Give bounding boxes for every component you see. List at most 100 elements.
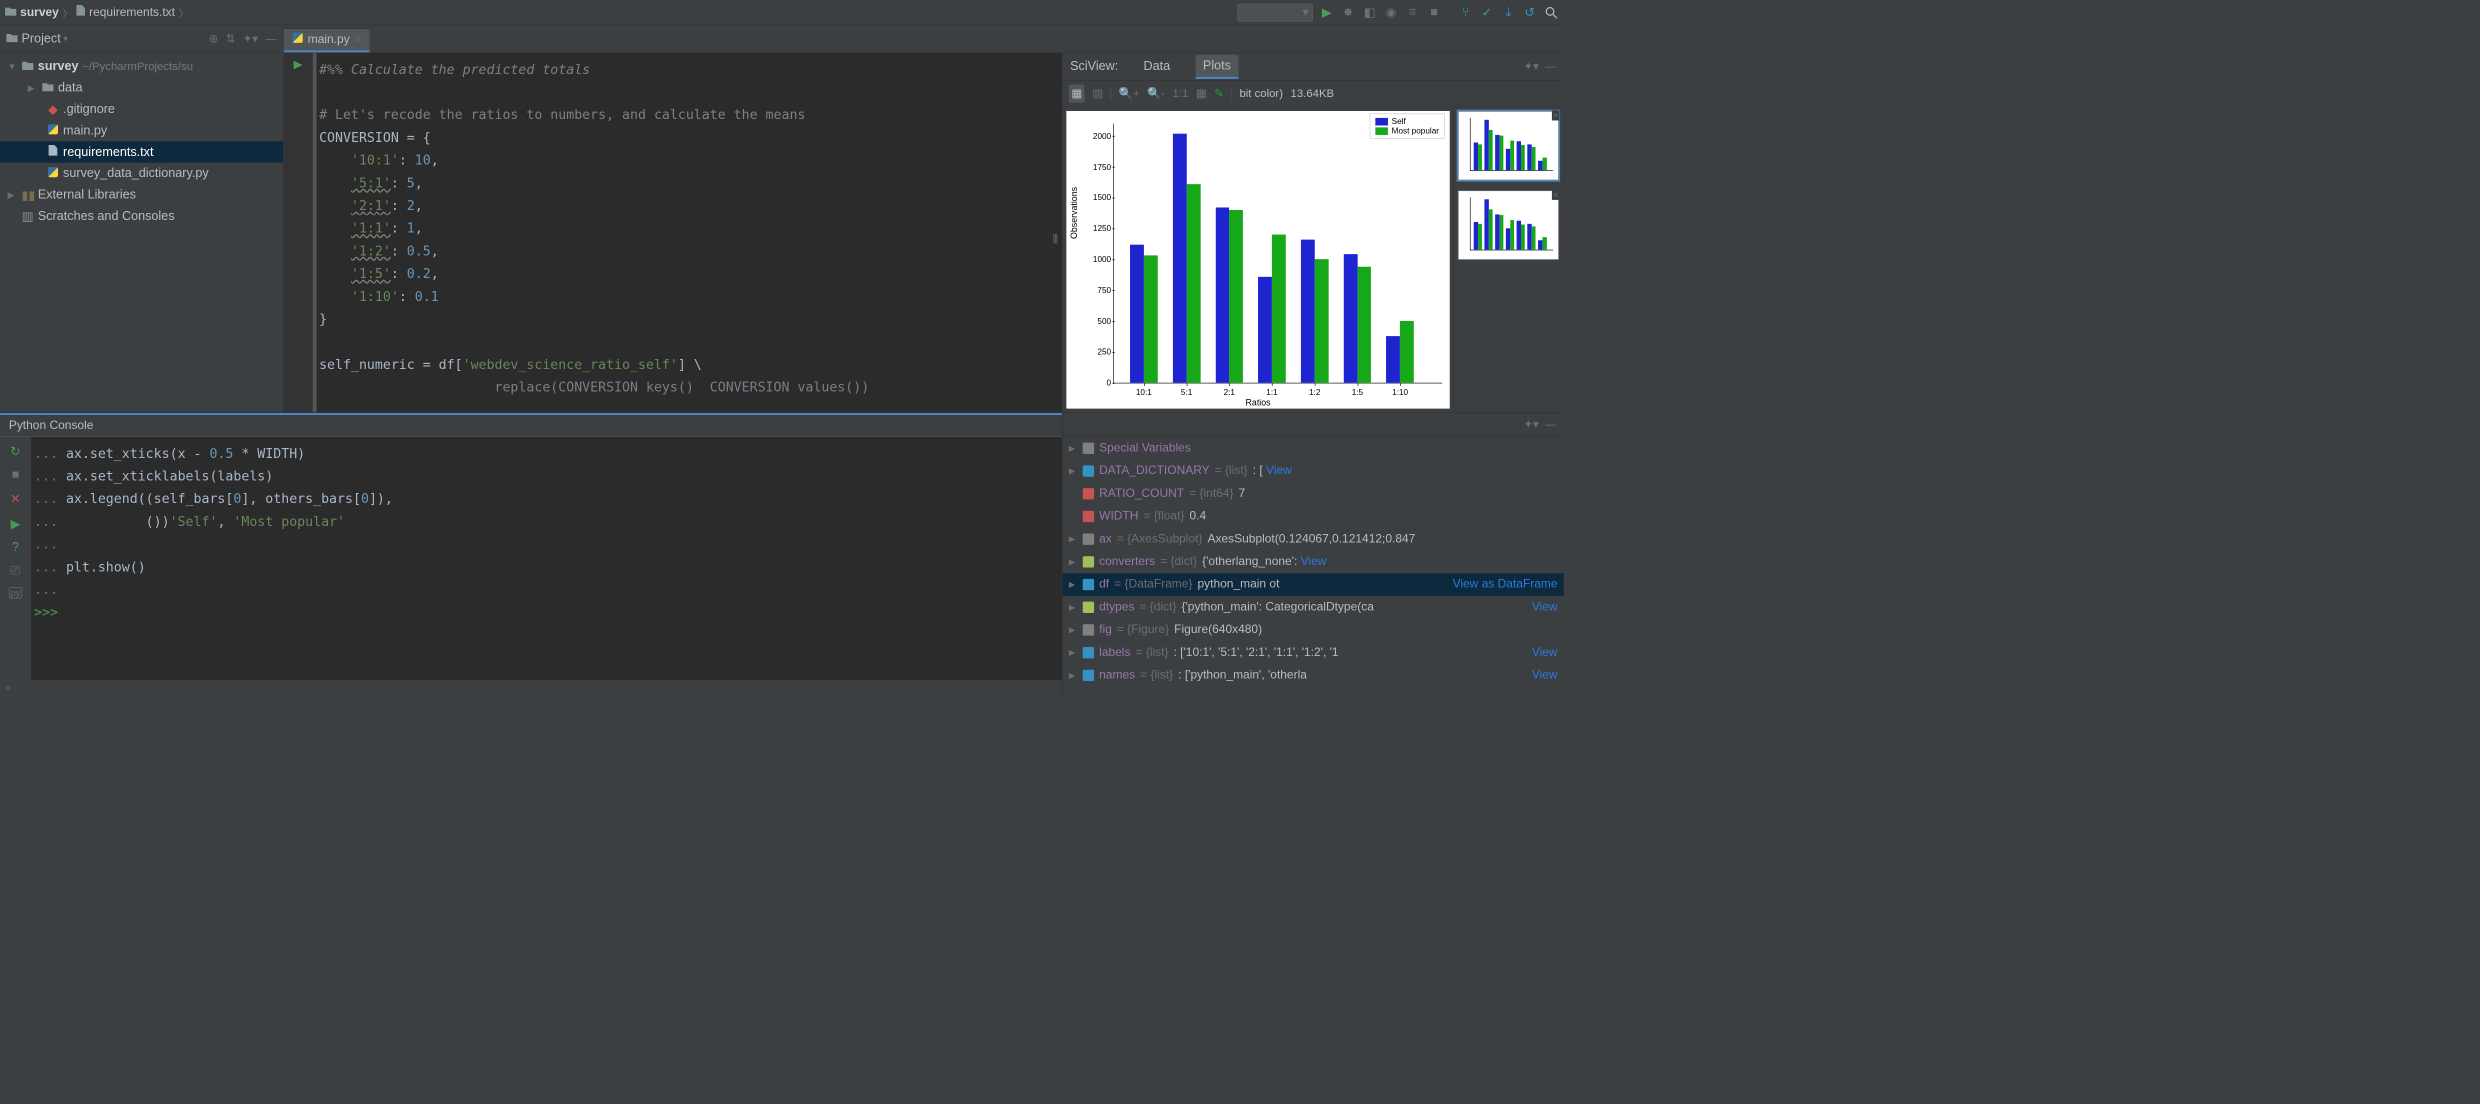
chevron-right-icon[interactable]: ▶: [1069, 602, 1078, 612]
editor[interactable]: ▶ #%% Calculate the predicted totals # L…: [284, 53, 1062, 412]
profile-icon[interactable]: ◉: [1384, 5, 1399, 20]
project-tree[interactable]: ▼ survey ~/PycharmProjects/su ▶ data ◆ .…: [0, 53, 284, 412]
var-row[interactable]: ▶ ax = {AxesSubplot} AxesSubplot(0.12406…: [1063, 528, 1564, 551]
chevron-right-icon[interactable]: ▶: [8, 189, 18, 200]
var-row[interactable]: ▶ df = {DataFrame} python_main ot View a…: [1063, 573, 1564, 596]
execute-icon[interactable]: ▶: [11, 516, 21, 532]
hide-icon[interactable]: —: [1545, 418, 1556, 431]
chevron-right-icon[interactable]: ▶: [28, 82, 38, 93]
hide-icon[interactable]: —: [265, 32, 276, 45]
tree-item-gitignore[interactable]: ◆ .gitignore: [0, 98, 283, 119]
view-link[interactable]: View: [1532, 668, 1564, 682]
var-row[interactable]: WIDTH = {float} 0.4: [1063, 505, 1564, 528]
coverage-icon[interactable]: ◧: [1362, 5, 1377, 20]
tree-external-libs[interactable]: ▶ ▮▮ External Libraries: [0, 184, 283, 205]
view-link[interactable]: View: [1266, 464, 1298, 477]
target-icon[interactable]: ⊕: [209, 32, 219, 45]
console-gutter: ↻ ■ ✕ ▶ ? ⎚ py: [0, 437, 32, 680]
close-icon[interactable]: ×: [1552, 190, 1560, 200]
chevron-right-icon[interactable]: ▶: [1069, 466, 1078, 476]
var-row[interactable]: ▶ labels = {list} : ['10:1', '5:1', '2:1…: [1063, 641, 1564, 664]
expand-icon[interactable]: ⇅: [226, 32, 236, 45]
chevron-down-icon[interactable]: ▾: [63, 33, 67, 44]
stop-icon[interactable]: ■: [1426, 5, 1441, 20]
settings-icon[interactable]: ⎚: [10, 564, 20, 579]
project-tool-header[interactable]: Project ▾ ⊕ ⇅ ✦▾ —: [0, 25, 284, 52]
fit-icon[interactable]: ▦: [1069, 85, 1085, 103]
chevron-right-icon[interactable]: ▶: [1069, 670, 1078, 680]
run-config-dropdown[interactable]: ▾: [1237, 3, 1313, 21]
variables-list[interactable]: ▶ Special Variables ▶ DATA_DICTIONARY = …: [1063, 437, 1564, 696]
close-icon[interactable]: ×: [1552, 110, 1560, 120]
history-icon[interactable]: py: [9, 587, 22, 598]
plot-thumb-1[interactable]: ×: [1458, 111, 1559, 180]
tree-scratches[interactable]: ▶ ▥ Scratches and Consoles: [0, 206, 283, 227]
tree-item-requirements[interactable]: requirements.txt: [0, 141, 283, 162]
git-branch-icon[interactable]: ⑂: [1458, 5, 1473, 20]
chevron-down-icon[interactable]: ▼: [8, 61, 18, 71]
tree-root[interactable]: ▼ survey ~/PycharmProjects/su: [0, 55, 283, 76]
color-picker-icon[interactable]: ✎: [1214, 87, 1224, 100]
plot-meta-size: 13.64KB: [1291, 87, 1335, 100]
tree-item-data[interactable]: ▶ data: [0, 77, 283, 98]
tree-item-main-py[interactable]: main.py: [0, 120, 283, 141]
plot-canvas[interactable]: Observations Ratios 02505007501000125015…: [1066, 111, 1449, 409]
close-icon[interactable]: ✕: [10, 491, 21, 507]
view-link[interactable]: View: [1532, 600, 1564, 614]
chevron-right-icon[interactable]: ▶: [1069, 625, 1078, 635]
concurrency-icon[interactable]: ≡: [1405, 5, 1420, 20]
editor-content[interactable]: #%% Calculate the predicted totals # Let…: [313, 53, 1062, 412]
view-link[interactable]: View: [1532, 646, 1564, 660]
help-icon[interactable]: ?: [12, 540, 19, 555]
hide-icon[interactable]: —: [1545, 60, 1556, 73]
editor-gutter[interactable]: ▶: [284, 53, 313, 412]
one-to-one-icon[interactable]: 1:1: [1173, 87, 1189, 100]
zoom-out-icon[interactable]: 🔍-: [1147, 87, 1165, 100]
zoom-in-icon[interactable]: 🔍+: [1119, 87, 1140, 100]
var-value: AxesSubplot(0.124067,0.121412;0.847: [1207, 532, 1415, 546]
console-header[interactable]: Python Console: [0, 413, 1062, 437]
var-row[interactable]: ▶ DATA_DICTIONARY = {list} : [ View: [1063, 460, 1564, 483]
gear-icon[interactable]: ✦▾: [1523, 418, 1538, 431]
tree-item-survey-dict[interactable]: survey_data_dictionary.py: [0, 163, 283, 184]
var-row[interactable]: ▶ dtypes = {dict} {'python_main': Catego…: [1063, 596, 1564, 619]
actual-size-icon[interactable]: ▥: [1092, 87, 1103, 100]
chevron-right-icon[interactable]: ▶: [1069, 534, 1078, 544]
run-cell-icon[interactable]: ▶: [284, 58, 312, 71]
debug-icon[interactable]: ✸: [1341, 5, 1356, 20]
var-row[interactable]: ▶ names = {list} : ['python_main', 'othe…: [1063, 664, 1564, 687]
chevron-right-icon[interactable]: ▶: [1069, 443, 1078, 453]
breadcrumb[interactable]: survey 〉 requirements.txt 〉: [5, 5, 189, 20]
grid-icon[interactable]: ▦: [1196, 87, 1207, 100]
var-row[interactable]: ▶ converters = {dict} {'otherlang_none':…: [1063, 551, 1564, 574]
breadcrumb-file[interactable]: requirements.txt: [89, 5, 175, 19]
search-icon[interactable]: [1544, 5, 1559, 20]
run-icon[interactable]: ▶: [1319, 5, 1334, 20]
git-update-icon[interactable]: ⤓: [1501, 5, 1516, 20]
var-row[interactable]: ▶ Special Variables: [1063, 437, 1564, 460]
editor-splitter-icon[interactable]: ⦀: [1053, 233, 1059, 248]
chevron-down-icon: ▾: [1302, 5, 1308, 20]
rerun-icon[interactable]: ↻: [10, 443, 21, 459]
close-icon[interactable]: ×: [355, 34, 361, 45]
view-link[interactable]: View as DataFrame: [1453, 578, 1564, 592]
view-link[interactable]: View: [1301, 555, 1333, 568]
stop-icon[interactable]: ■: [12, 468, 20, 483]
gear-icon[interactable]: ✦▾: [1523, 60, 1538, 73]
var-row[interactable]: ▶ fig = {Figure} Figure(640x480): [1063, 619, 1564, 642]
sciview-tab-data[interactable]: Data: [1136, 55, 1178, 77]
chevron-right-icon[interactable]: ▶: [1069, 580, 1078, 590]
gear-icon[interactable]: ✦▾: [243, 32, 258, 45]
chevron-right-icon[interactable]: ▶: [1069, 557, 1078, 567]
plot-thumb-2[interactable]: ×: [1458, 190, 1559, 259]
chevron-right-icon[interactable]: ▶: [1069, 648, 1078, 658]
expand-icon[interactable]: »: [5, 680, 1067, 696]
var-row[interactable]: RATIO_COUNT = {int64} 7: [1063, 482, 1564, 505]
breadcrumb-root[interactable]: survey: [20, 5, 59, 19]
git-commit-icon[interactable]: ✓: [1479, 5, 1494, 20]
console-output[interactable]: ... ax.set_xticks(x - 0.5 * WIDTH) ... a…: [32, 437, 1062, 680]
sciview-tab-plots[interactable]: Plots: [1195, 55, 1238, 79]
history-icon[interactable]: ↺: [1522, 5, 1537, 20]
tab-main-py[interactable]: main.py ×: [284, 28, 370, 52]
variables-header: ✦▾ —: [1063, 413, 1564, 437]
